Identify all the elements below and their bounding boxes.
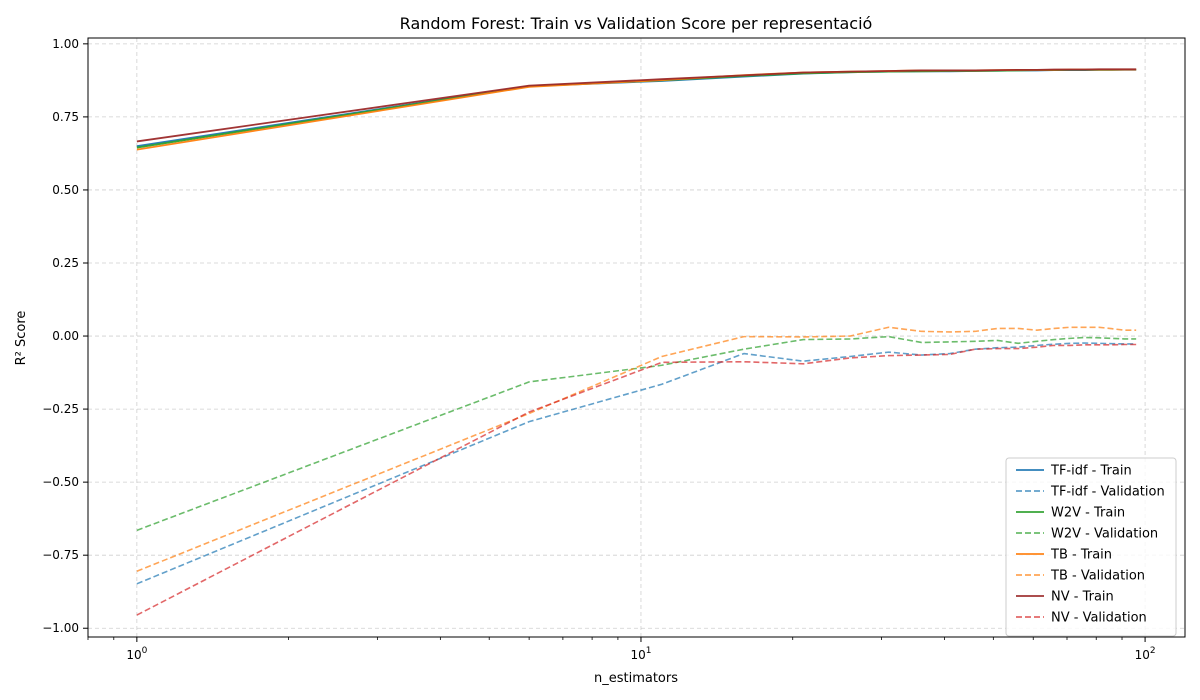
series-layer (136, 68, 1137, 616)
y-tick-label: −0.75 (42, 548, 79, 562)
plot-frame (87, 37, 1186, 638)
x-tick-label: 101 (630, 646, 651, 662)
y-tick-label: 0.75 (52, 110, 79, 124)
x-tick-label: 100 (126, 646, 147, 662)
chart-title: Random Forest: Train vs Validation Score… (400, 14, 873, 33)
ticks: 100 101 102 1.00 0.75 0.50 0.25 0.00 −0.25 −0.50 −… (42, 37, 1155, 662)
y-tick-label: −0.50 (42, 475, 79, 489)
x-axis-label: n_estimators (594, 671, 678, 686)
y-tick-label: −0.25 (42, 402, 79, 416)
y-tick-label: 0.25 (52, 256, 79, 270)
grid (88, 38, 1185, 637)
legend-label: TF-idf - Train (1050, 464, 1132, 479)
y-tick-label: 0.50 (52, 183, 79, 197)
legend-label: NV - Validation (1051, 611, 1147, 626)
legend-label: NV - Train (1051, 590, 1114, 605)
legend-label: TB - Train (1050, 548, 1112, 563)
y-tick-label: 0.00 (52, 329, 79, 343)
legend-label: W2V - Train (1051, 506, 1125, 521)
y-axis-label: R² Score (14, 311, 29, 366)
legend-box (1005, 457, 1177, 637)
y-tick-label: −1.00 (42, 621, 79, 635)
legend-label: TF-idf - Validation (1050, 485, 1165, 500)
series-line-nv-train (136, 68, 1137, 143)
legend: TF-idf - Train TF-idf - Validation W2V - T… (1005, 457, 1177, 637)
series-line-w2v-validation (136, 335, 1137, 532)
legend-label: TB - Validation (1050, 569, 1145, 584)
series-line-nv-validation (136, 343, 1137, 616)
y-tick-label: 1.00 (52, 37, 79, 51)
legend-label: W2V - Validation (1051, 527, 1158, 542)
x-tick-label: 102 (1135, 646, 1156, 662)
series-line-tb-validation (136, 326, 1137, 573)
